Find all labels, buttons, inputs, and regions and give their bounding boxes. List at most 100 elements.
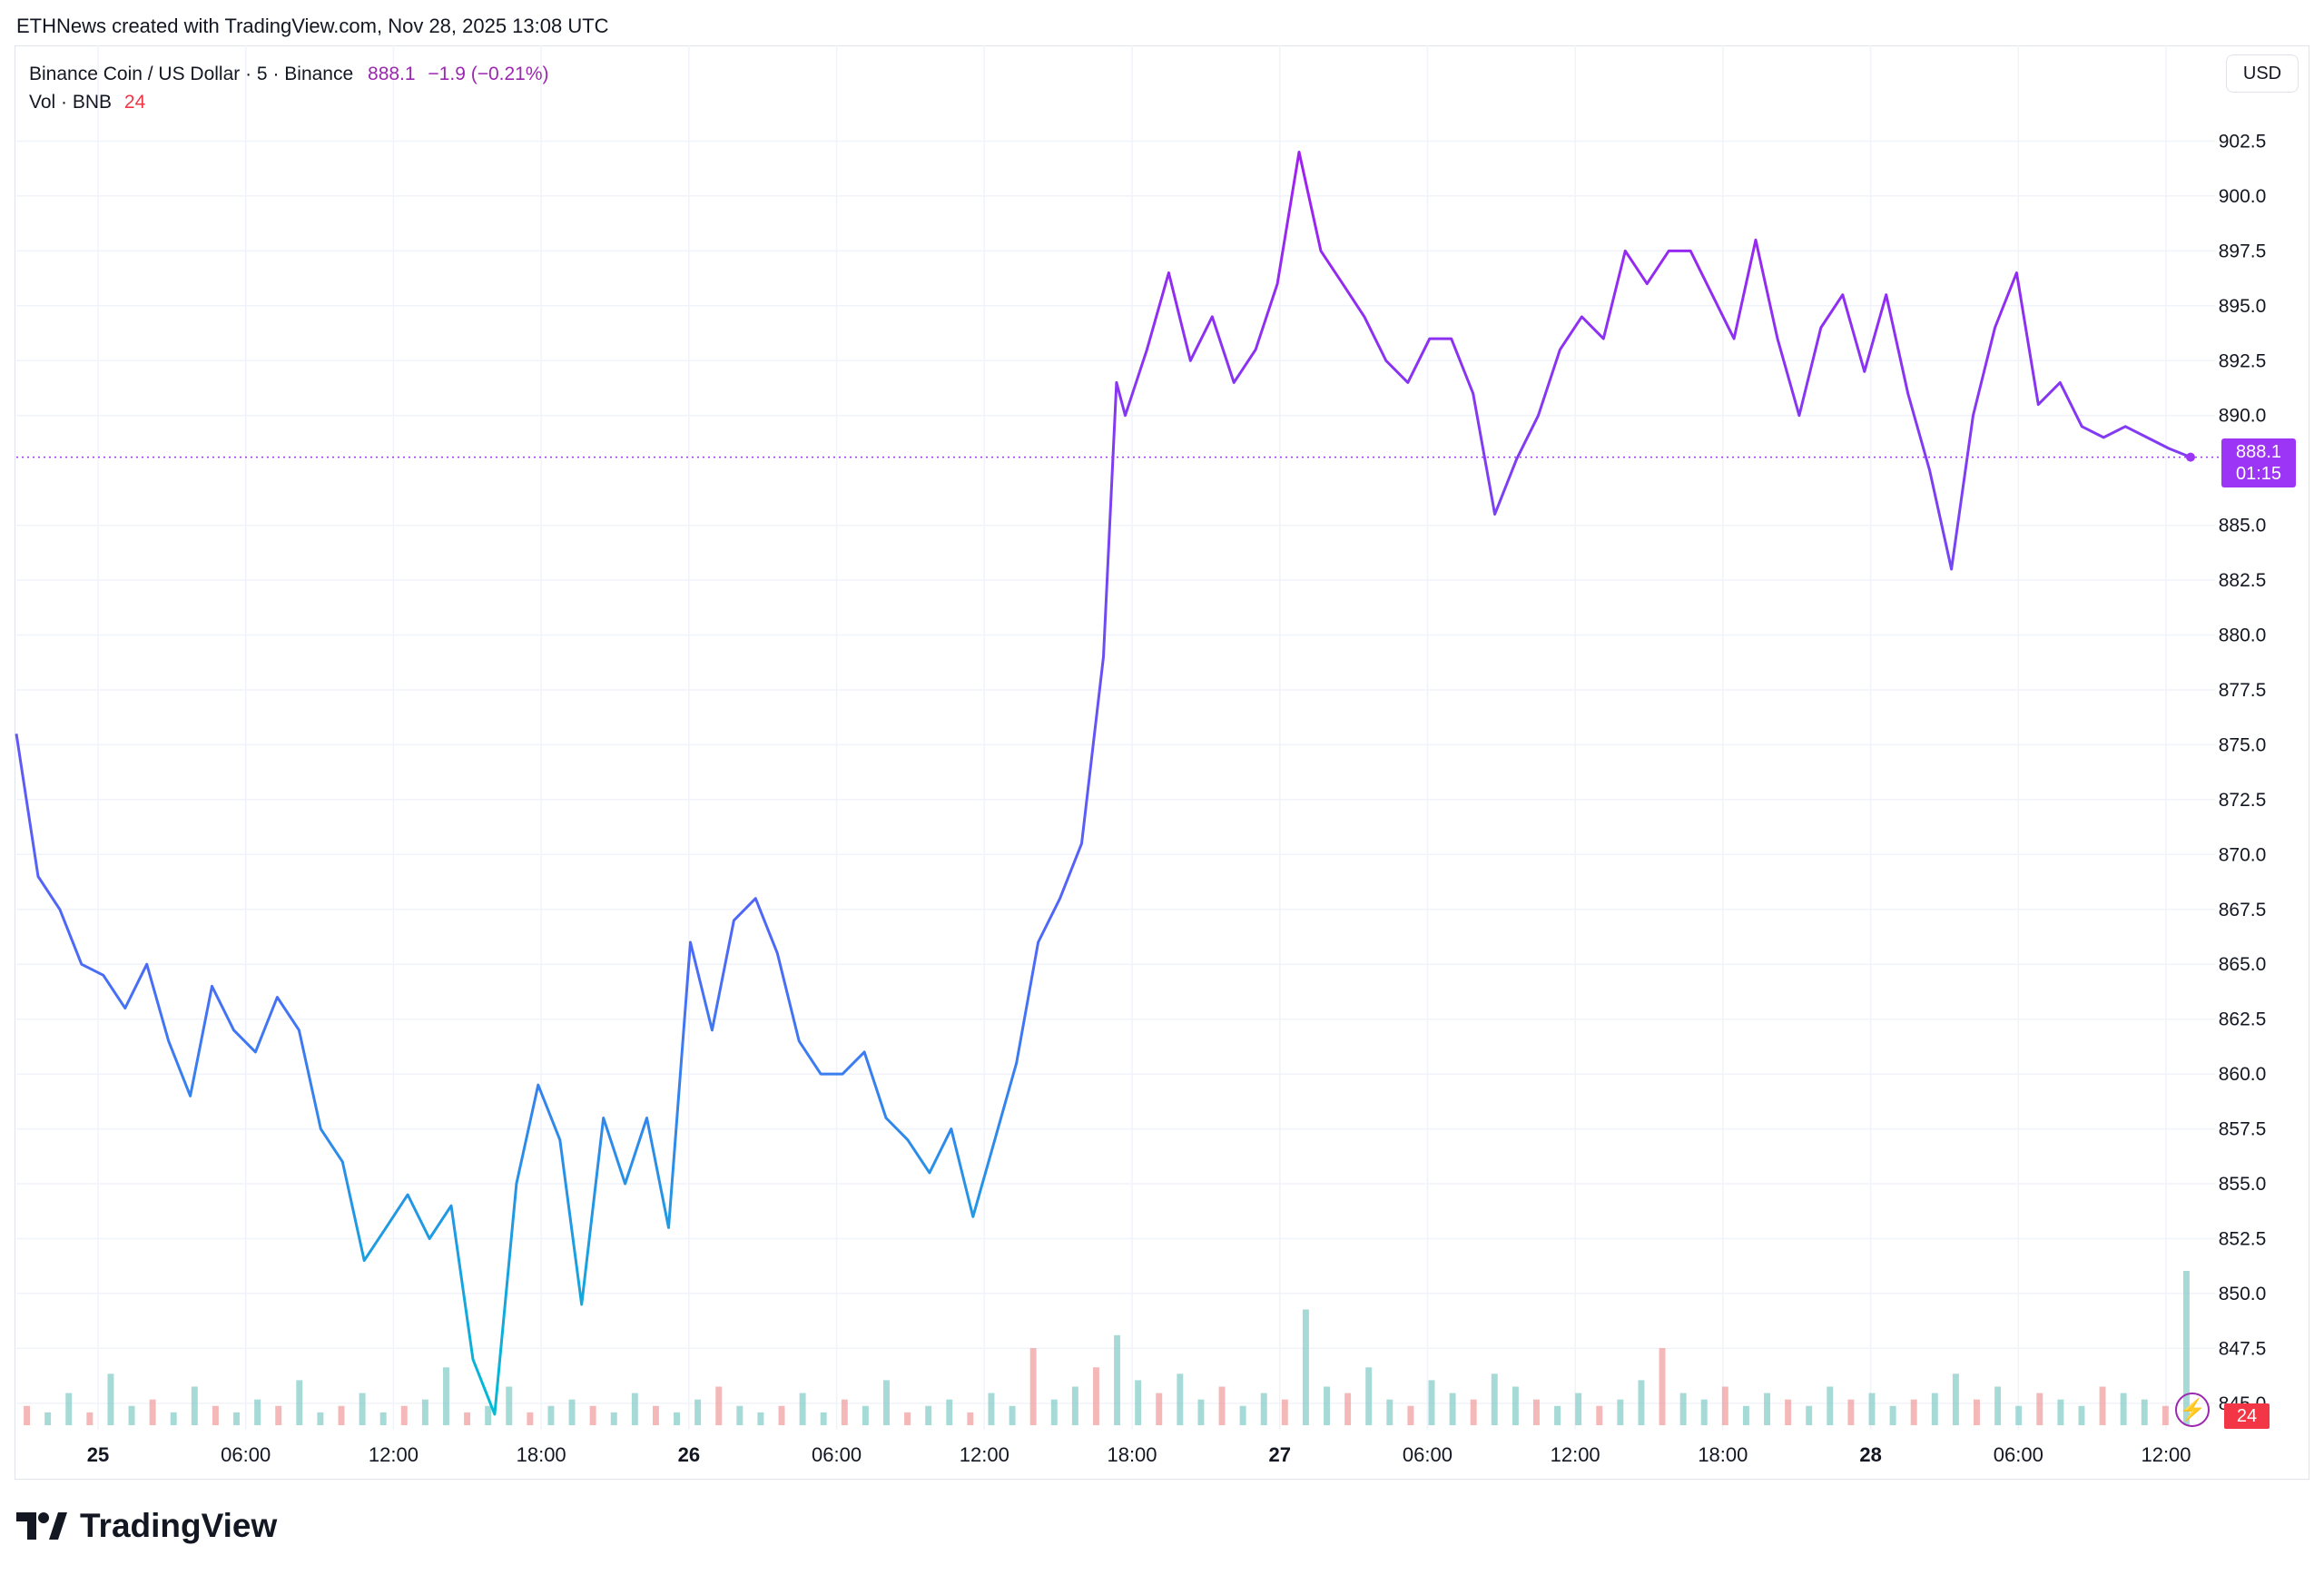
volume-bar [1281, 1399, 1288, 1425]
volume-bar [1742, 1405, 1749, 1425]
volume-bar [2099, 1386, 2106, 1425]
x-tick-label: 12:00 [960, 1443, 1009, 1466]
volume-bar [568, 1399, 576, 1425]
y-tick-label: 895.0 [2219, 296, 2267, 317]
price-line [15, 151, 2191, 1416]
y-tick-label: 900.0 [2219, 186, 2267, 207]
volume-bar [1071, 1386, 1078, 1425]
volume-bar [443, 1367, 449, 1425]
volume-bar [2057, 1399, 2064, 1425]
volume-bar [527, 1412, 534, 1425]
volume-bar [170, 1412, 177, 1425]
volume-bar [254, 1399, 261, 1425]
volume-bar [1156, 1393, 1163, 1425]
y-tick-label: 892.5 [2219, 350, 2267, 371]
volume-bar [1679, 1393, 1687, 1425]
volume-bar [464, 1412, 471, 1425]
bar-countdown: 01:15 [2235, 464, 2282, 484]
volume-bar [86, 1412, 94, 1425]
volume-bar [1952, 1373, 1959, 1425]
volume-bar [674, 1412, 680, 1425]
y-tick-label: 882.5 [2219, 570, 2267, 591]
lightning-icon[interactable]: ⚡ [2175, 1393, 2210, 1427]
volume-bar [1218, 1386, 1226, 1425]
volume-bar [296, 1380, 303, 1425]
volume-bar [1638, 1380, 1645, 1425]
volume-bar [1721, 1386, 1728, 1425]
y-tick-label: 860.0 [2219, 1064, 2267, 1085]
volume-bar [1449, 1393, 1456, 1425]
volume-bar [1177, 1373, 1184, 1425]
volume-bar [967, 1412, 974, 1425]
volume-bar [1260, 1393, 1267, 1425]
volume-bar [820, 1412, 827, 1425]
volume-bar [778, 1405, 785, 1425]
volume-bar [694, 1399, 702, 1425]
tradingview-logo-icon [16, 1512, 67, 1540]
volume-bar [1029, 1348, 1037, 1425]
price-series [15, 151, 2195, 1416]
volume-bar [1470, 1399, 1477, 1425]
currency-button[interactable]: USD [2226, 54, 2299, 93]
y-tick-label: 855.0 [2219, 1174, 2267, 1195]
volume-bar [1407, 1405, 1414, 1425]
x-tick-label: 18:00 [1107, 1443, 1157, 1466]
volume-bar [149, 1399, 156, 1425]
volume-bar [1302, 1309, 1309, 1425]
volume-bar [1617, 1399, 1624, 1425]
volume-bar [400, 1405, 408, 1425]
y-axis: 902.5 900.0 897.5 895.0 892.5 890.0 885.0 882.5… [2219, 131, 2267, 1413]
x-tick-label: 12:00 [369, 1443, 419, 1466]
x-tick-label: 26 [678, 1443, 700, 1466]
x-tick-label: 25 [87, 1443, 109, 1466]
volume-bar [1050, 1399, 1058, 1425]
x-tick-label: 12:00 [1551, 1443, 1600, 1466]
brand[interactable]: TradingView [16, 1507, 277, 1545]
volume-bar [1785, 1399, 1792, 1425]
volume-bar [883, 1380, 890, 1425]
last-price-value: 888.1 [2235, 442, 2282, 462]
volume-bar [1239, 1405, 1246, 1425]
volume-bar [631, 1393, 638, 1425]
volume-badge: 24 [2224, 1403, 2270, 1429]
last-price-badge: 888.1 01:15 [2221, 438, 2296, 487]
y-tick-label: 857.5 [2219, 1119, 2267, 1140]
x-tick-label: 27 [1268, 1443, 1290, 1466]
y-tick-label: 880.0 [2219, 625, 2267, 646]
volume-bar [2036, 1393, 2043, 1425]
volume-bars [24, 1271, 2190, 1425]
y-tick-label: 885.0 [2219, 516, 2267, 536]
y-tick-label: 862.5 [2219, 1009, 2267, 1030]
volume-bar [715, 1386, 723, 1425]
volume-bar [1889, 1405, 1896, 1425]
y-tick-label: 872.5 [2219, 790, 2267, 811]
x-tick-label: 18:00 [1698, 1443, 1748, 1466]
brand-name: TradingView [80, 1507, 278, 1544]
volume-bar [2120, 1393, 2127, 1425]
volume-bar [1931, 1393, 1938, 1425]
y-tick-label: 847.5 [2219, 1338, 2267, 1359]
volume-bar [2162, 1405, 2169, 1425]
x-tick-label: 06:00 [1994, 1443, 2043, 1466]
volume-bar [1596, 1405, 1603, 1425]
x-tick-label: 06:00 [1403, 1443, 1452, 1466]
legend-volume-value: 24 [123, 92, 146, 113]
y-tick-label: 875.0 [2219, 734, 2267, 755]
volume-bar [338, 1405, 345, 1425]
volume-bar [1009, 1405, 1016, 1425]
volume-bar [506, 1386, 513, 1425]
volume-bar [1868, 1393, 1876, 1425]
y-tick-label: 897.5 [2219, 241, 2267, 261]
volume-bar [1512, 1386, 1519, 1425]
y-tick-label: 877.5 [2219, 680, 2267, 701]
legend-volume-label: Vol · BNB [29, 92, 113, 113]
chart-frame[interactable] [15, 45, 2309, 1480]
x-tick-label: 06:00 [812, 1443, 862, 1466]
y-tick-label: 867.5 [2219, 900, 2267, 920]
y-tick-label: 902.5 [2219, 131, 2267, 152]
volume-bar [359, 1393, 366, 1425]
x-tick-label: 18:00 [517, 1443, 566, 1466]
y-tick-label: 890.0 [2219, 406, 2267, 427]
volume-bar [547, 1405, 555, 1425]
